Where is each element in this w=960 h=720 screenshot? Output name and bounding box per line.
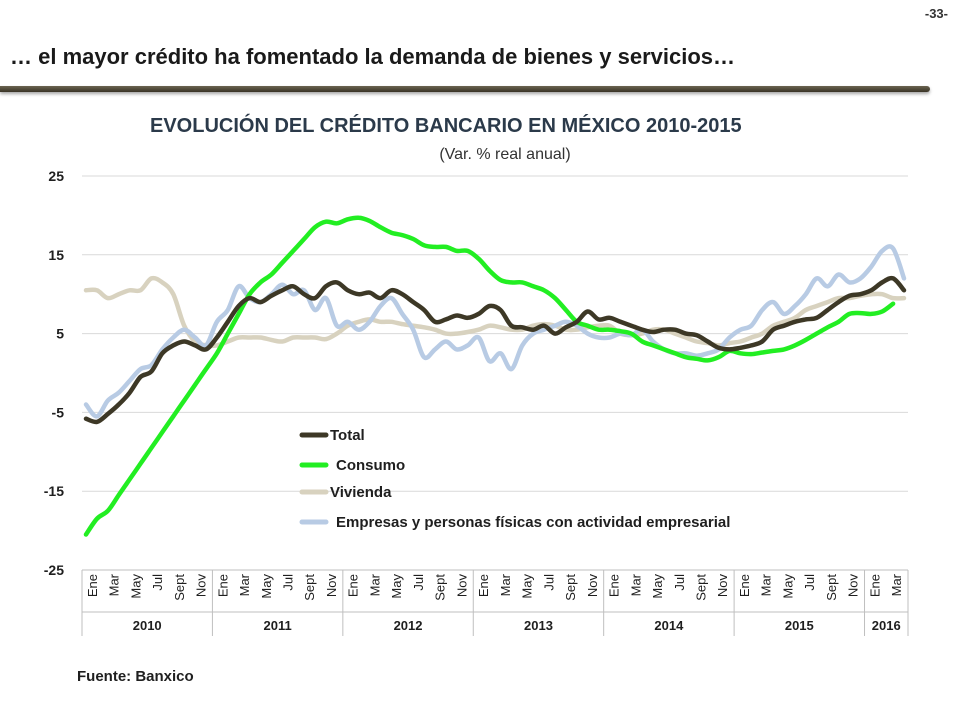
chart-legend: Total Consumo Vivienda Empresas y personas … (299, 427, 730, 531)
x-tick-label: May (128, 574, 143, 599)
chart-subtitle: (Var. % real anual) (439, 146, 571, 163)
x-tick-label: May (780, 574, 795, 599)
year-label: 2013 (524, 618, 553, 633)
x-tick-label: Ene (476, 574, 491, 597)
x-tick-label: Nov (194, 574, 209, 598)
source-note: Fuente: Banxico (77, 668, 194, 685)
x-tick-label: Jul (411, 574, 426, 591)
x-tick-label: Mar (759, 573, 774, 596)
x-tick-label: Nov (715, 574, 730, 598)
x-tick-label: Jul (802, 574, 817, 591)
x-tick-label: May (650, 574, 665, 599)
title-rule (0, 86, 930, 92)
series-line-consumo (83, 215, 896, 537)
x-tick-label: Sept (302, 574, 317, 601)
x-tick-label: Sept (694, 574, 709, 601)
x-tick-label: Sept (172, 574, 187, 601)
x-tick-label: Nov (324, 574, 339, 598)
series-line-total (83, 275, 907, 425)
x-tick-label: Ene (607, 574, 622, 597)
x-tick-label: Nov (846, 574, 861, 598)
y-tick-label: 15 (48, 247, 64, 263)
x-tick-label: Jul (150, 574, 165, 591)
x-tick-label: Sept (824, 574, 839, 601)
chart-title: EVOLUCIÓN DEL CRÉDITO BANCARIO EN MÉXICO… (150, 115, 742, 137)
x-tick-label: Nov (585, 574, 600, 598)
x-tick-label: May (259, 574, 274, 599)
year-label: 2016 (872, 618, 901, 633)
x-tick-label: Mar (367, 573, 382, 596)
y-tick-label: -5 (52, 404, 65, 420)
y-tick-label: 5 (56, 326, 64, 342)
y-axis: 25 15 5 -5 -15 -25 (44, 168, 64, 578)
year-label: 2010 (133, 618, 162, 633)
x-tick-label: Jul (541, 574, 556, 591)
legend-label: Empresas y personas físicas con activida… (336, 514, 730, 531)
x-tick-label: Ene (867, 574, 882, 597)
x-tick-label: Mar (107, 573, 122, 596)
year-label: 2012 (394, 618, 423, 633)
series-line-empresas (83, 244, 907, 419)
y-tick-label: 25 (48, 168, 64, 184)
y-tick-label: -15 (44, 483, 64, 499)
x-tick-label: Mar (889, 573, 904, 596)
page-number: -33- (924, 6, 948, 21)
x-tick-label: May (389, 574, 404, 599)
legend-label: Vivienda (330, 484, 392, 501)
chart-series (83, 215, 907, 537)
x-tick-label: May (520, 574, 535, 599)
year-label: 2015 (785, 618, 814, 633)
x-tick-label: Ene (215, 574, 230, 597)
x-tick-label: Ene (737, 574, 752, 597)
x-tick-label: Jul (672, 574, 687, 591)
legend-label: Total (330, 427, 365, 444)
x-tick-label: Ene (85, 574, 100, 597)
x-tick-label: Mar (498, 573, 513, 596)
x-tick-label: Mar (628, 573, 643, 596)
year-label: 2014 (654, 618, 684, 633)
x-tick-label: Sept (563, 574, 578, 601)
x-tick-label: Nov (454, 574, 469, 598)
x-tick-label: Sept (433, 574, 448, 601)
x-tick-label: Jul (281, 574, 296, 591)
x-axis: Ene Mar May Jul Sept Nov Ene Mar May Jul Sept Nov En… (81, 569, 909, 636)
legend-label: Consumo (336, 457, 405, 474)
x-tick-label: Ene (346, 574, 361, 597)
y-tick-label: -25 (44, 562, 64, 578)
year-label: 2011 (264, 618, 292, 633)
slide-title: … el mayor crédito ha fomentado la deman… (10, 44, 736, 69)
x-tick-label: Mar (237, 573, 252, 596)
